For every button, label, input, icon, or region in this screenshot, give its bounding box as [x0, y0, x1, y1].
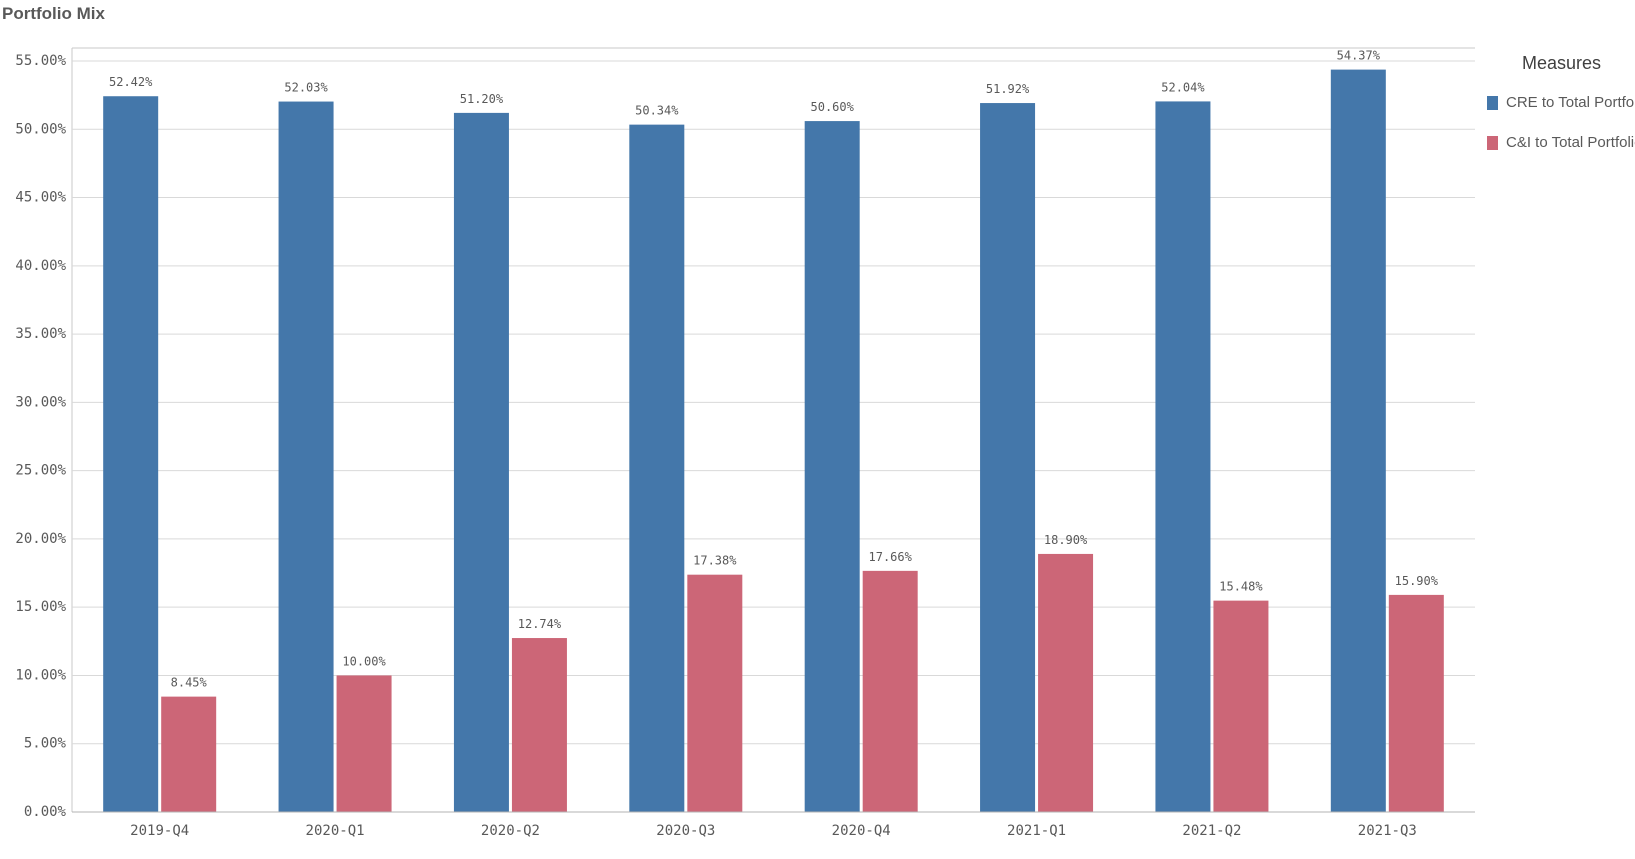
data-label: 54.37% [1337, 49, 1381, 63]
x-tick-label: 2019-Q4 [130, 823, 189, 839]
x-tick-label: 2020-Q4 [832, 823, 891, 839]
bar [980, 103, 1036, 812]
x-tick-label: 2021-Q3 [1358, 823, 1417, 839]
y-tick-label: 40.00% [15, 258, 66, 274]
data-label: 8.45% [171, 676, 208, 690]
bar [1388, 594, 1444, 812]
x-tick-label: 2020-Q3 [656, 823, 715, 839]
x-tick-label: 2020-Q1 [306, 823, 365, 839]
bar [103, 96, 159, 812]
bar [336, 675, 392, 812]
legend-swatch [1487, 136, 1498, 150]
bar [1213, 600, 1269, 812]
chart-title: Portfolio Mix [2, 4, 105, 23]
y-tick-label: 55.00% [15, 53, 66, 69]
data-label: 50.34% [635, 104, 679, 118]
data-label: 18.90% [1044, 533, 1088, 547]
y-tick-label: 20.00% [15, 531, 66, 547]
legend-title: Measures [1522, 53, 1601, 73]
data-label: 15.90% [1395, 574, 1439, 588]
data-label: 52.03% [284, 81, 328, 95]
data-label: 51.92% [986, 82, 1030, 96]
data-label: 12.74% [518, 617, 562, 631]
legend-swatch [1487, 96, 1498, 110]
data-label: 52.42% [109, 75, 153, 89]
bar [629, 124, 685, 812]
y-tick-label: 50.00% [15, 121, 66, 137]
y-tick-label: 45.00% [15, 190, 66, 206]
data-label: 50.60% [811, 100, 855, 114]
data-label: 52.04% [1161, 80, 1205, 94]
x-tick-label: 2020-Q2 [481, 823, 540, 839]
bar [862, 570, 918, 812]
bar [453, 112, 509, 813]
y-tick-label: 10.00% [15, 667, 66, 683]
bar [1038, 553, 1094, 812]
bar [1330, 69, 1386, 813]
x-tick-label: 2021-Q2 [1182, 823, 1241, 839]
y-tick-label: 35.00% [15, 326, 66, 342]
y-tick-label: 0.00% [24, 804, 67, 820]
bar [278, 101, 334, 812]
y-tick-label: 15.00% [15, 599, 66, 615]
x-tick-label: 2021-Q1 [1007, 823, 1066, 839]
data-label: 17.66% [869, 550, 913, 564]
bar [161, 696, 217, 812]
y-tick-label: 5.00% [24, 736, 67, 752]
legend-entry: C&I to Total Portfolio [1506, 134, 1635, 151]
legend-entry: CRE to Total Portfolio [1506, 94, 1635, 111]
y-tick-label: 30.00% [15, 394, 66, 410]
bar [511, 638, 567, 812]
data-label: 15.48% [1219, 580, 1263, 594]
bar [1155, 101, 1211, 812]
data-label: 51.20% [460, 92, 504, 106]
data-label: 10.00% [342, 654, 386, 668]
y-tick-label: 25.00% [15, 463, 66, 479]
data-label: 17.38% [693, 554, 737, 568]
bar [687, 574, 743, 812]
bar [804, 121, 860, 812]
